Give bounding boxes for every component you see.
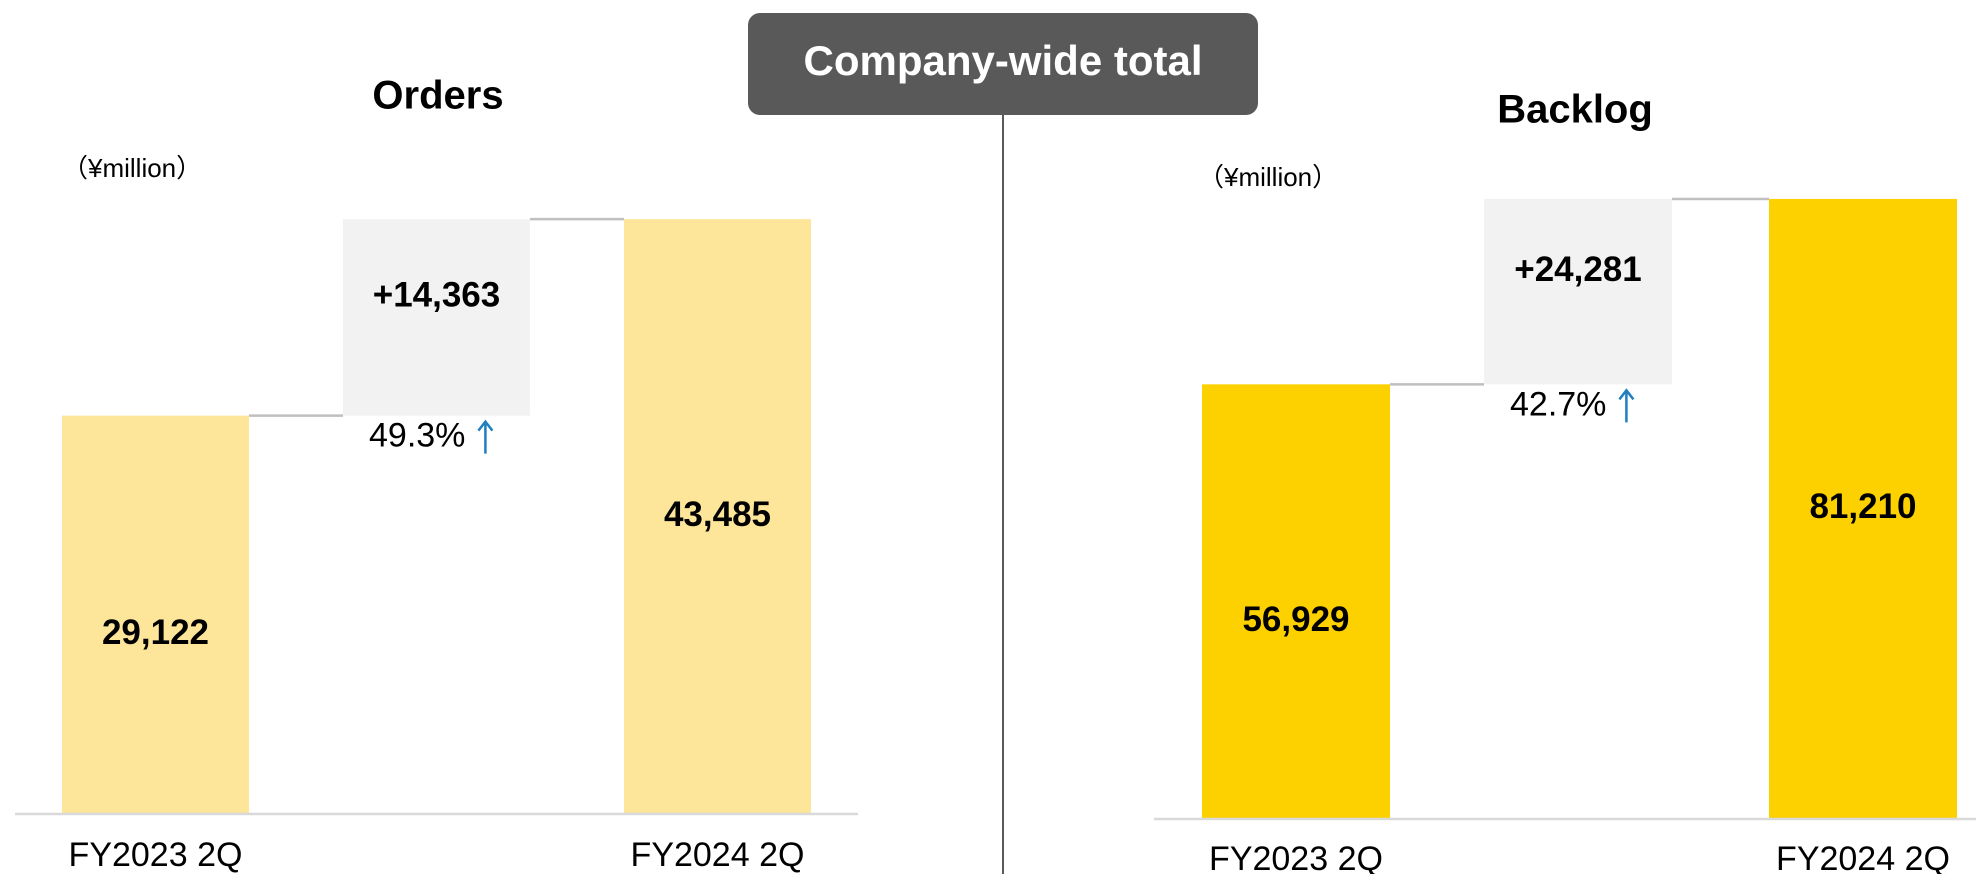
- chart-title: Orders: [372, 74, 503, 118]
- chart-title: Backlog: [1497, 88, 1653, 132]
- bar: [343, 219, 530, 416]
- change-label: 49.3%: [369, 417, 465, 455]
- up-arrow: [477, 419, 494, 454]
- value-label: +14,363: [373, 276, 501, 315]
- x-tick-label: FY2023 2Q: [69, 836, 243, 874]
- bar: [1484, 198, 1672, 385]
- bar: [1202, 384, 1390, 819]
- x-tick-label: FY2024 2Q: [631, 836, 805, 874]
- bar: [1769, 198, 1957, 820]
- unit-label: （¥million）: [62, 153, 202, 183]
- x-tick-label: FY2023 2Q: [1209, 840, 1383, 874]
- bar: [624, 219, 811, 815]
- value-label: 29,122: [102, 613, 209, 652]
- value-label: 43,485: [664, 495, 771, 534]
- up-arrow: [1618, 388, 1635, 423]
- x-tick-label: FY2024 2Q: [1776, 840, 1950, 874]
- bar: [62, 415, 249, 814]
- header: Company-wide total: [803, 37, 1202, 84]
- value-label: 81,210: [1809, 487, 1916, 526]
- value-label: 56,929: [1242, 600, 1349, 639]
- unit-label: （¥million）: [1198, 162, 1338, 192]
- change-label: 42.7%: [1510, 385, 1606, 423]
- value-label: +24,281: [1514, 250, 1642, 289]
- header-box: [748, 13, 1258, 115]
